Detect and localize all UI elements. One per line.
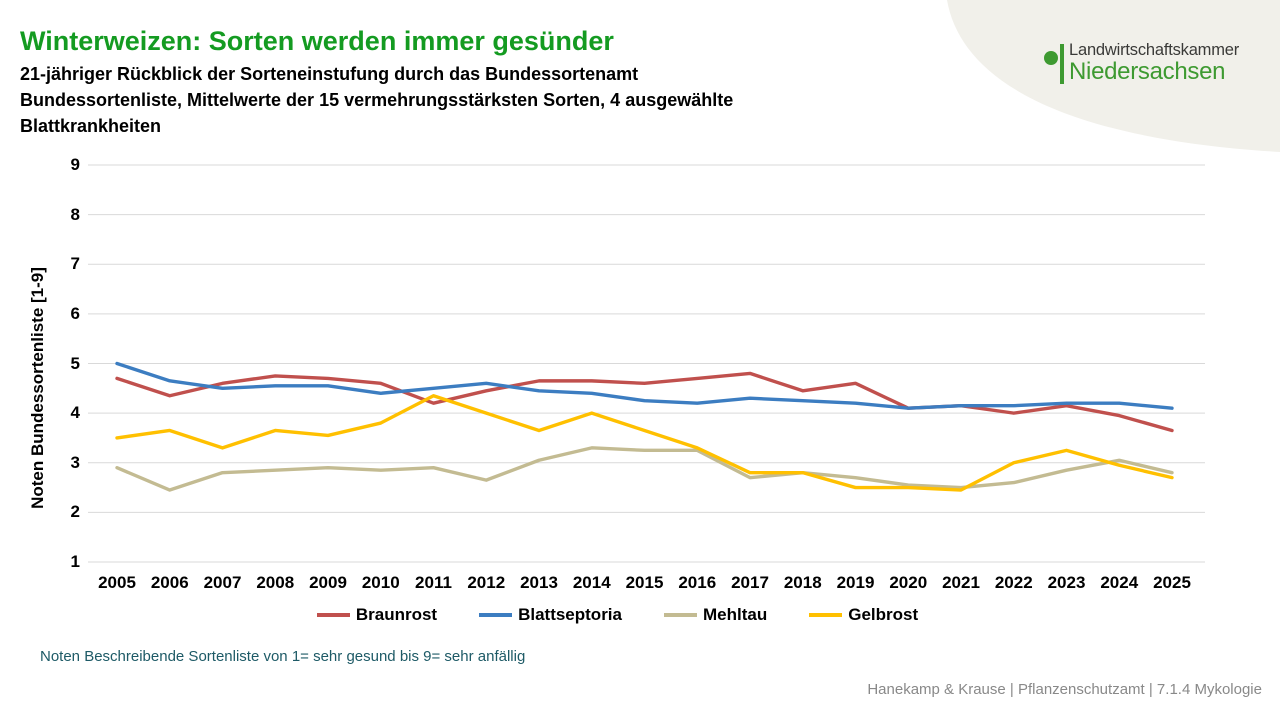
- x-tick-label-2023: 2023: [1047, 573, 1086, 592]
- x-tick-label-2024: 2024: [1100, 573, 1139, 592]
- legend-label-mehltau: Mehltau: [703, 605, 768, 624]
- y-tick-label-7: 7: [70, 254, 80, 274]
- series-line-blattseptoria: [115, 361, 1174, 410]
- logo-mark-icon: [1044, 44, 1064, 84]
- y-tick-label-5: 5: [70, 353, 80, 373]
- x-tick-label-2014: 2014: [572, 573, 611, 592]
- y-tick-label-8: 8: [70, 204, 80, 224]
- legend-label-braunrost: Braunrost: [355, 605, 438, 624]
- series-line-mehltau: [115, 446, 1174, 492]
- logo-line2: Niedersachsen: [1069, 57, 1226, 85]
- corner-decoration: [947, 0, 1280, 152]
- y-tick-label-6: 6: [70, 303, 80, 323]
- x-tick-label-2018: 2018: [783, 573, 822, 592]
- y-tick-label-3: 3: [70, 452, 80, 472]
- x-tick-label-2022: 2022: [994, 573, 1033, 592]
- x-tick-label-2019: 2019: [836, 573, 875, 592]
- x-tick-label-2013: 2013: [520, 573, 558, 592]
- x-tick-label-2020: 2020: [889, 573, 928, 592]
- x-tick-label-2016: 2016: [678, 573, 717, 592]
- footnote: Noten Beschreibende Sortenliste von 1= s…: [40, 648, 526, 665]
- series-line-braunrost: [115, 371, 1174, 433]
- x-tick-label-2017: 2017: [731, 573, 769, 592]
- y-tick-label-1: 1: [70, 552, 80, 571]
- x-tick-label-2011: 2011: [415, 573, 452, 592]
- legend-swatch-mehltau: [664, 613, 697, 617]
- logo-line1: Landwirtschaftskammer: [1069, 41, 1240, 59]
- y-tick-label-9: 9: [70, 155, 80, 174]
- x-tick-label-2006: 2006: [150, 573, 189, 592]
- subtitle-line-1: 21-jähriger Rückblick der Sorteneinstufu…: [20, 64, 639, 84]
- subtitle-line-3: Blattkrankheiten: [20, 116, 162, 136]
- legend-item-gelbrost: Gelbrost: [809, 605, 918, 625]
- legend-item-blattseptoria: Blattseptoria: [479, 605, 622, 625]
- x-tick-label-2008: 2008: [256, 573, 295, 592]
- legend-label-gelbrost: Gelbrost: [848, 605, 919, 624]
- logo-text: Landwirtschaftskammer Niedersachsen: [1069, 42, 1239, 84]
- x-tick-label-2010: 2010: [361, 573, 400, 592]
- page-title: Winterweizen: Sorten werden immer gesünd…: [20, 26, 614, 56]
- legend-label-blattseptoria: Blattseptoria: [518, 605, 622, 624]
- x-tick-label-2012: 2012: [467, 573, 506, 592]
- legend-swatch-braunrost: [316, 613, 350, 617]
- x-tick-label-2005: 2005: [98, 573, 136, 592]
- legend-item-braunrost: Braunrost: [316, 605, 438, 625]
- legend-swatch-blattseptoria: [479, 613, 513, 617]
- x-tick-label-2021: 2021: [942, 573, 980, 592]
- legend-item-mehltau: Mehltau: [664, 605, 767, 625]
- y-tick-label-2: 2: [70, 502, 80, 522]
- series-line-gelbrost: [115, 394, 1174, 492]
- legend-swatch-gelbrost: [809, 613, 843, 617]
- x-tick-label-2015: 2015: [625, 573, 664, 592]
- legend: Braunrost Blattseptoria Mehltau Gelbrost: [30, 605, 1205, 625]
- subtitle: 21-jähriger Rückblick der Sorteneinstufu…: [20, 61, 733, 139]
- y-tick-label-4: 4: [70, 403, 80, 423]
- subtitle-line-2: Bundessortenliste, Mittelwerte der 15 ve…: [20, 90, 734, 110]
- x-tick-label-2007: 2007: [203, 573, 242, 592]
- x-tick-label-2009: 2009: [309, 573, 347, 592]
- logo: Landwirtschaftskammer Niedersachsen: [1044, 42, 1239, 86]
- footer-credit: Hanekamp & Krause | Pflanzenschutzamt | …: [867, 681, 1262, 698]
- x-tick-label-2025: 2025: [1153, 573, 1191, 592]
